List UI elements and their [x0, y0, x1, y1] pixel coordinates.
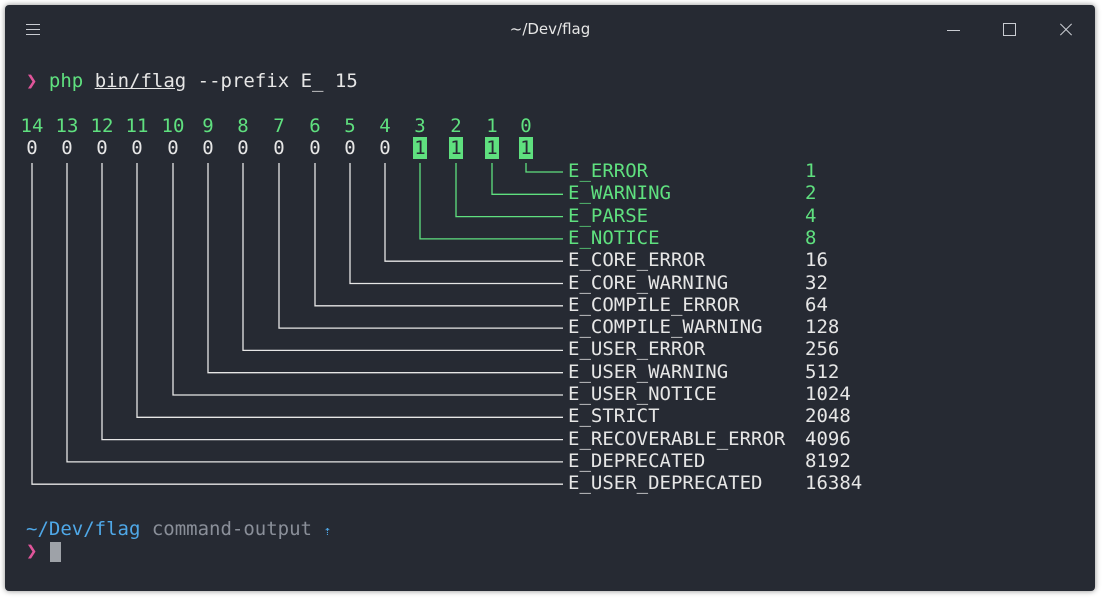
- bit-value-11: 0: [131, 137, 143, 159]
- bit-index-13: 13: [55, 115, 79, 137]
- hamburger-menu-icon[interactable]: [26, 24, 40, 35]
- bit-value-2: 1: [449, 137, 463, 159]
- connector-line: [419, 163, 563, 240]
- bit-index-3: 3: [414, 115, 426, 137]
- flag-name: E_CORE_ERROR: [568, 249, 706, 272]
- command-line: ❯ php bin/flag --prefix E_ 15: [26, 70, 358, 92]
- bit-index-12: 12: [90, 115, 114, 137]
- command-args: --prefix E_ 15: [186, 70, 358, 92]
- connector-line: [242, 163, 563, 352]
- connector-line: [384, 163, 563, 262]
- flag-value: 4: [805, 204, 817, 227]
- bit-value-4: 0: [379, 137, 391, 159]
- flag-name: E_WARNING: [568, 182, 671, 205]
- bit-value-9: 0: [202, 137, 214, 159]
- bit-value-7: 0: [273, 137, 285, 159]
- bit-index-1: 1: [486, 115, 498, 137]
- flag-name: E_NOTICE: [568, 226, 660, 249]
- flag-value: 8: [805, 226, 817, 249]
- input-line[interactable]: ❯: [26, 540, 37, 562]
- bit-value-10: 0: [167, 137, 179, 159]
- connector-line: [525, 163, 563, 173]
- flag-name: E_PARSE: [568, 204, 649, 227]
- bit-value-1: 1: [485, 137, 499, 159]
- connector-line: [455, 163, 563, 218]
- bit-value-3: 1: [413, 137, 427, 159]
- flag-name: E_STRICT: [568, 405, 660, 428]
- bit-index-11: 11: [125, 115, 149, 137]
- flag-name: E_USER_WARNING: [568, 360, 729, 383]
- flag-value: 4096: [805, 427, 851, 450]
- text-cursor: [50, 542, 61, 562]
- flag-value: 1: [805, 160, 817, 182]
- flag-value: 1024: [805, 383, 851, 405]
- connector-line: [66, 163, 563, 463]
- bit-index-14: 14: [20, 115, 44, 137]
- flag-name: E_RECOVERABLE_ERROR: [568, 427, 786, 450]
- connector-line: [207, 163, 563, 374]
- status-line: ~/Dev/flag command-output ⇡: [26, 518, 331, 543]
- git-branch: command-output: [151, 518, 312, 540]
- flag-value: 8192: [805, 449, 851, 472]
- current-directory: ~/Dev/flag: [26, 518, 141, 540]
- flag-name: E_USER_NOTICE: [568, 383, 717, 405]
- bit-value-8: 0: [237, 137, 249, 159]
- flag-name: E_ERROR: [568, 160, 649, 182]
- terminal-window: ~/Dev/flag ❯ php bin/flag --prefix E_ 15…: [5, 5, 1095, 591]
- prompt-chevron-icon: ❯: [26, 540, 38, 562]
- git-ahead-arrow-icon: ⇡: [323, 524, 332, 539]
- bit-index-9: 9: [202, 115, 214, 137]
- flag-value: 256: [805, 338, 840, 361]
- flag-value: 16384: [805, 472, 863, 495]
- connector-line: [136, 163, 563, 418]
- connector-line: [172, 163, 563, 396]
- flag-name: E_COMPILE_WARNING: [568, 316, 763, 339]
- flag-value: 16: [805, 249, 828, 272]
- flag-name: E_COMPILE_ERROR: [568, 293, 740, 316]
- flag-value: 128: [805, 316, 840, 339]
- bit-index-5: 5: [344, 115, 356, 137]
- bit-index-8: 8: [237, 115, 249, 137]
- maximize-icon[interactable]: [999, 20, 1021, 40]
- title-bar: ~/Dev/flag: [5, 5, 1095, 55]
- bit-value-12: 0: [96, 137, 108, 159]
- bit-index-6: 6: [309, 115, 321, 137]
- connector-line: [349, 163, 563, 285]
- bit-value-0: 1: [519, 137, 533, 159]
- connector-line: [278, 163, 563, 329]
- connector-line: [314, 163, 563, 307]
- flag-value: 32: [805, 271, 828, 294]
- flag-value: 64: [805, 293, 828, 316]
- connector-line: [31, 163, 563, 485]
- bit-value-6: 0: [309, 137, 321, 159]
- bit-value-5: 0: [344, 137, 356, 159]
- flag-name: E_DEPRECATED: [568, 449, 706, 472]
- command-program: php: [48, 70, 84, 92]
- bit-connector-lines: [31, 163, 563, 485]
- bit-value-13: 0: [61, 137, 73, 159]
- flag-name: E_CORE_WARNING: [568, 271, 729, 294]
- prompt-chevron-icon: ❯: [26, 70, 38, 92]
- bit-value-14: 0: [26, 137, 38, 159]
- flag-name: E_USER_DEPRECATED: [568, 472, 763, 495]
- connector-line: [491, 163, 563, 195]
- command-path[interactable]: bin/flag: [94, 70, 187, 92]
- bit-index-4: 4: [379, 115, 391, 137]
- window-title: ~/Dev/flag: [509, 20, 591, 38]
- bit-index-0: 0: [520, 115, 532, 137]
- connector-line: [101, 163, 563, 441]
- flag-value: 512: [805, 360, 840, 383]
- bit-index-10: 10: [161, 115, 185, 137]
- bit-index-7: 7: [273, 115, 285, 137]
- minimize-icon[interactable]: [943, 20, 965, 40]
- flag-value: 2048: [805, 405, 851, 428]
- flag-name: E_USER_ERROR: [568, 338, 706, 361]
- bit-index-2: 2: [450, 115, 462, 137]
- flag-value: 2: [805, 182, 817, 205]
